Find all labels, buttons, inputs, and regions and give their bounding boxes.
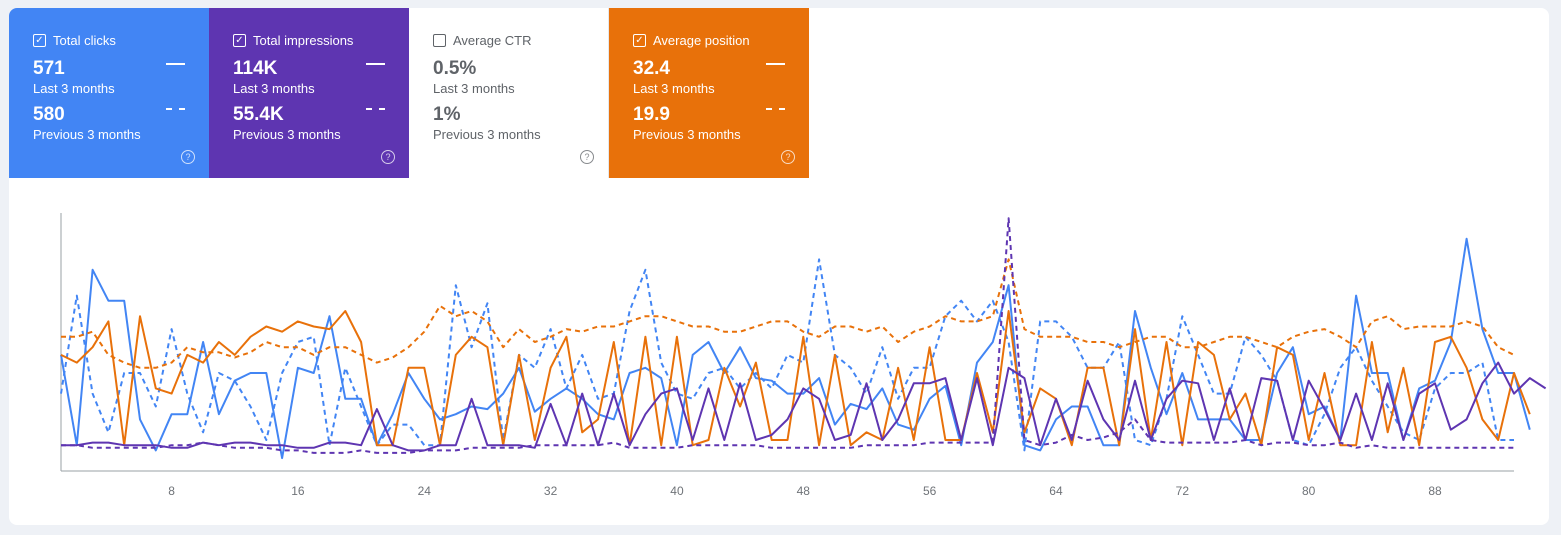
help-circle-icon[interactable]: ? bbox=[381, 150, 395, 164]
legend-solid-line-icon bbox=[366, 63, 385, 65]
previous-value: 55.4K bbox=[233, 104, 284, 125]
previous-value: 580 bbox=[33, 104, 65, 125]
tile-total-impressions[interactable]: ✓ Total impressions 114K Last 3 months 5… bbox=[209, 8, 409, 178]
current-value: 114K bbox=[233, 58, 278, 79]
x-tick-label: 32 bbox=[544, 484, 558, 498]
tile-label: Average position bbox=[653, 33, 750, 48]
current-value: 0.5% bbox=[433, 58, 477, 79]
series-line-impressions-dashed bbox=[61, 217, 1514, 454]
previous-period-label: Previous 3 months bbox=[33, 127, 141, 142]
x-tick-label: 80 bbox=[1302, 484, 1316, 498]
x-tick-label: 24 bbox=[418, 484, 432, 498]
tile-average-ctr[interactable]: Average CTR 0.5% Last 3 months 1% Previo… bbox=[409, 8, 609, 178]
performance-card: ✓ Total clicks 571 Last 3 months 580 Pre… bbox=[9, 8, 1549, 525]
previous-period-label: Previous 3 months bbox=[233, 127, 341, 142]
performance-line-chart: 8 16 24 32 40 48 56 64 72 80 88 bbox=[60, 213, 1547, 498]
previous-value: 1% bbox=[433, 104, 461, 125]
checkbox-checked-icon[interactable]: ✓ bbox=[33, 34, 46, 47]
tile-header: ✓ Total impressions bbox=[233, 33, 353, 48]
x-tick-label: 64 bbox=[1049, 484, 1063, 498]
x-tick-label: 72 bbox=[1176, 484, 1190, 498]
tile-average-position[interactable]: ✓ Average position 32.4 Last 3 months 19… bbox=[609, 8, 809, 178]
tile-header: ✓ Total clicks bbox=[33, 33, 116, 48]
current-value: 571 bbox=[33, 58, 65, 79]
x-tick-label: 16 bbox=[291, 484, 305, 498]
series-line-impressions-solid bbox=[61, 361, 1547, 452]
legend-dashed-line-icon bbox=[366, 108, 385, 110]
tile-total-clicks[interactable]: ✓ Total clicks 571 Last 3 months 580 Pre… bbox=[9, 8, 209, 178]
tile-label: Total impressions bbox=[253, 33, 354, 48]
tile-label: Total clicks bbox=[53, 33, 116, 48]
x-tick-label: 56 bbox=[923, 484, 937, 498]
series-line-position-solid bbox=[60, 310, 1531, 447]
series-line-position-dashed bbox=[61, 258, 1515, 369]
previous-period-label: Previous 3 months bbox=[433, 127, 541, 142]
checkbox-checked-icon[interactable]: ✓ bbox=[233, 34, 246, 47]
tile-header: Average CTR bbox=[433, 33, 532, 48]
legend-dashed-line-icon bbox=[766, 108, 785, 110]
x-tick-label: 40 bbox=[670, 484, 684, 498]
current-period-label: Last 3 months bbox=[233, 81, 315, 96]
checkbox-unchecked-icon[interactable] bbox=[433, 34, 446, 47]
legend-dashed-line-icon bbox=[166, 108, 185, 110]
current-period-label: Last 3 months bbox=[433, 81, 515, 96]
legend-solid-line-icon bbox=[166, 63, 185, 65]
help-circle-icon[interactable]: ? bbox=[181, 150, 195, 164]
previous-value: 19.9 bbox=[633, 104, 670, 125]
legend-solid-line-icon bbox=[766, 63, 785, 65]
tile-label: Average CTR bbox=[453, 33, 532, 48]
current-period-label: Last 3 months bbox=[33, 81, 115, 96]
x-tick-label: 48 bbox=[797, 484, 811, 498]
metric-tiles: ✓ Total clicks 571 Last 3 months 580 Pre… bbox=[9, 8, 809, 178]
previous-period-label: Previous 3 months bbox=[633, 127, 741, 142]
series-line-clicks-solid bbox=[60, 237, 1531, 460]
help-circle-icon[interactable]: ? bbox=[580, 150, 594, 164]
tile-header: ✓ Average position bbox=[633, 33, 750, 48]
current-period-label: Last 3 months bbox=[633, 81, 715, 96]
help-circle-icon[interactable]: ? bbox=[781, 150, 795, 164]
current-value: 32.4 bbox=[633, 58, 670, 79]
checkbox-checked-icon[interactable]: ✓ bbox=[633, 34, 646, 47]
series-line-clicks-dashed bbox=[60, 258, 1514, 452]
x-tick-label: 88 bbox=[1428, 484, 1442, 498]
x-tick-label: 8 bbox=[168, 484, 175, 498]
